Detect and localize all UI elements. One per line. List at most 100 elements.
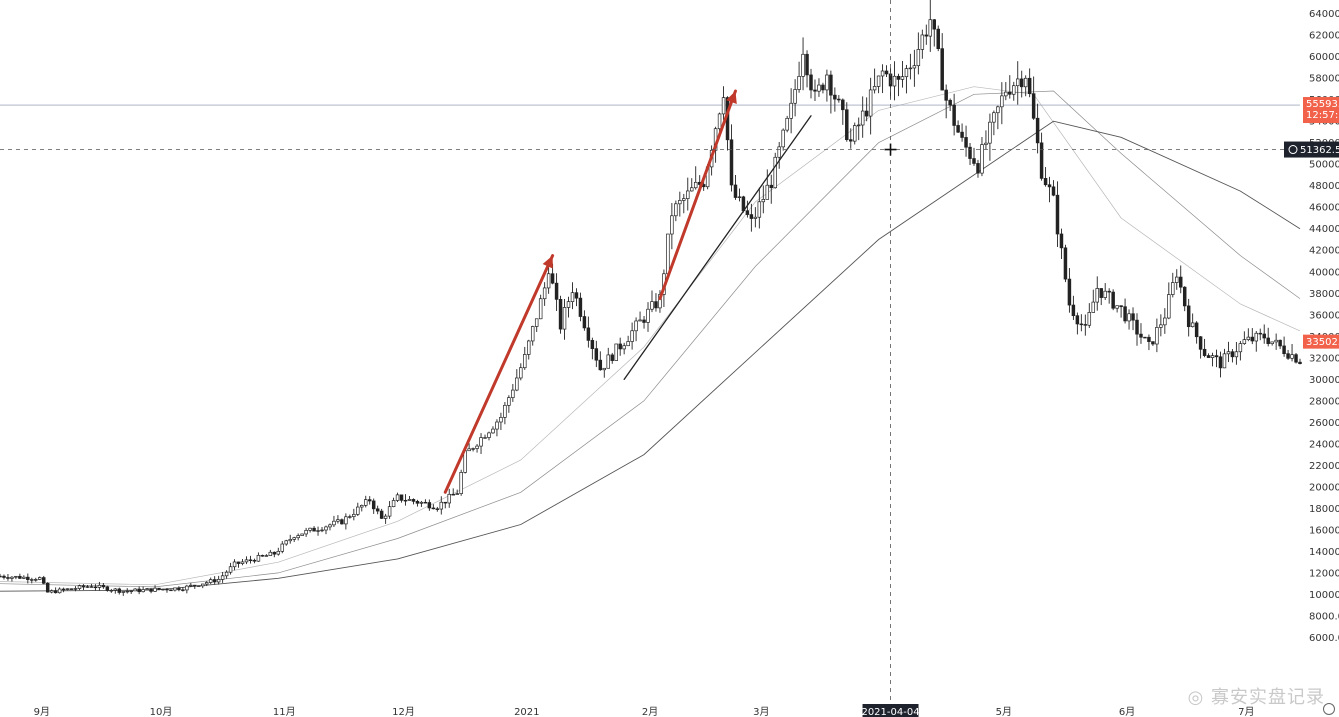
candle [1087,303,1092,329]
candle [1131,307,1135,331]
candle [554,273,559,311]
candle [1000,82,1004,125]
x-tick-label: 11月 [273,706,296,717]
candle [813,79,817,101]
candle [507,395,511,413]
candle [6,574,10,581]
candle [224,570,229,579]
candle [304,527,308,537]
candle [427,499,432,511]
candle [1004,82,1008,101]
candle [1111,289,1115,311]
candle [1254,330,1259,352]
x-tick-label: 3月 [753,706,769,717]
candle [721,86,726,121]
candle [594,340,599,368]
crosshair-date-label: 2021-04-04 [861,704,920,717]
candle [682,193,686,214]
target-icon [1288,145,1298,155]
candle [558,295,563,334]
candle [586,316,591,348]
candle [1055,181,1060,248]
candle [81,584,86,591]
candle [455,489,459,495]
candle [1171,272,1175,298]
candle [344,513,348,530]
x-axis[interactable]: 9月10月11月12月20212月3月4月5月6月7月2021-04-04 [34,704,1255,717]
candle [316,526,320,536]
candle [578,292,583,322]
candle [157,587,161,591]
candle [423,499,428,504]
candle [356,502,360,517]
candle [916,32,921,75]
candle [49,589,54,594]
candle [2,574,6,580]
candle [332,515,336,527]
candle [511,383,515,402]
candle [53,587,58,594]
candle [753,207,758,228]
candle [610,352,614,364]
candle [996,105,1000,130]
svg-text:33502.: 33502. [1306,337,1339,348]
candle [495,419,499,437]
candle [236,561,241,568]
crosshair-price-label: 51362.5 [1284,141,1339,158]
candle [849,128,853,149]
candle [173,587,177,592]
candle [1178,265,1183,294]
candle [26,573,30,584]
candle [880,64,885,94]
candle [1163,308,1167,334]
candle [471,447,475,452]
candle [630,322,634,350]
candle [1012,81,1016,101]
candle [821,82,825,94]
gear-icon[interactable] [1323,703,1335,715]
candle [93,584,98,591]
candle [360,504,364,512]
candle [292,536,296,542]
candle [781,128,785,151]
candle [1206,353,1211,358]
candle [534,318,539,332]
candle [829,70,833,114]
candle [654,293,658,312]
candle [793,79,797,117]
candle [101,582,106,589]
candle [1290,344,1294,362]
candle [467,443,471,452]
candle [940,33,944,91]
candle [1198,336,1203,359]
y-tick-label: 36000.0 [1309,310,1339,321]
candle [527,339,531,360]
candle [415,499,420,507]
candle [1027,68,1032,98]
candle [228,562,233,575]
candle [622,342,626,355]
candle [670,202,674,250]
candle [1214,349,1219,368]
candle [399,494,404,503]
candle [109,588,114,593]
candle [288,534,292,544]
y-tick-label: 38000.0 [1309,289,1339,300]
candle [956,120,960,134]
candle [340,518,344,525]
candle [805,50,809,88]
candle [773,152,777,189]
y-tick-label: 18000.0 [1309,504,1339,515]
candle [133,588,137,592]
candle [1039,132,1044,181]
candle [1035,103,1040,154]
candle [717,112,722,132]
candle [626,335,630,347]
moving-average-lines [0,86,1301,592]
trend-arrows [443,89,812,494]
candle [45,582,50,593]
candle [769,174,773,204]
price-labels: 55593.12:57:5 33502. 51362.5 [1284,97,1339,349]
candle [268,549,273,556]
